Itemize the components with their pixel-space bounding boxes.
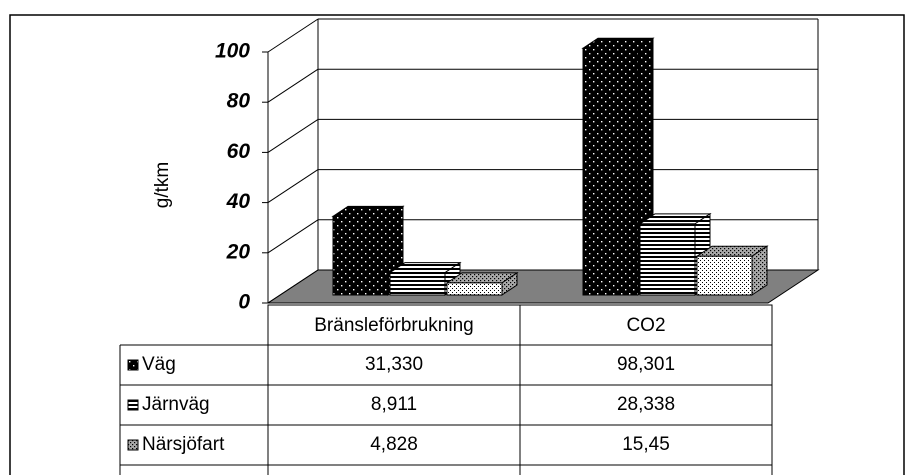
table-value: 15,45 — [622, 434, 670, 455]
legend-label: Närsjöfart — [142, 434, 225, 455]
y-tick-label: 80 — [227, 90, 251, 113]
chart-border — [9, 14, 905, 475]
y-tick-label: 0 — [238, 291, 250, 314]
bar — [332, 215, 389, 296]
bar — [696, 255, 753, 296]
bar — [582, 47, 639, 296]
grid-line — [267, 269, 319, 304]
grid-line — [267, 118, 319, 153]
legend-label: Väg — [142, 354, 176, 375]
y-tick-label: 40 — [226, 190, 251, 213]
grid-line — [267, 68, 319, 103]
y-tick-label: 100 — [215, 40, 250, 63]
table-value: 8,911 — [371, 394, 417, 415]
legend-label: Järnväg — [142, 394, 210, 415]
grid-line — [267, 219, 319, 254]
legend-key — [127, 439, 139, 451]
table-value: 31,330 — [365, 354, 423, 375]
table-value: 4,828 — [370, 434, 418, 455]
grid-line — [267, 169, 319, 204]
y-tick-label: 20 — [226, 240, 251, 263]
y-tick-label: 60 — [227, 140, 251, 163]
table-header: CO2 — [626, 315, 665, 336]
legend-key — [127, 359, 139, 371]
table-value: 98,301 — [617, 354, 675, 375]
grid-line — [267, 18, 319, 53]
bar — [389, 272, 446, 296]
legend-key — [127, 399, 139, 411]
bar — [639, 223, 696, 296]
y-axis-label: g/tkm — [152, 162, 173, 208]
bar — [446, 282, 503, 296]
table-header: Bränsleförbrukning — [314, 315, 473, 336]
table-value: 28,338 — [617, 394, 675, 415]
